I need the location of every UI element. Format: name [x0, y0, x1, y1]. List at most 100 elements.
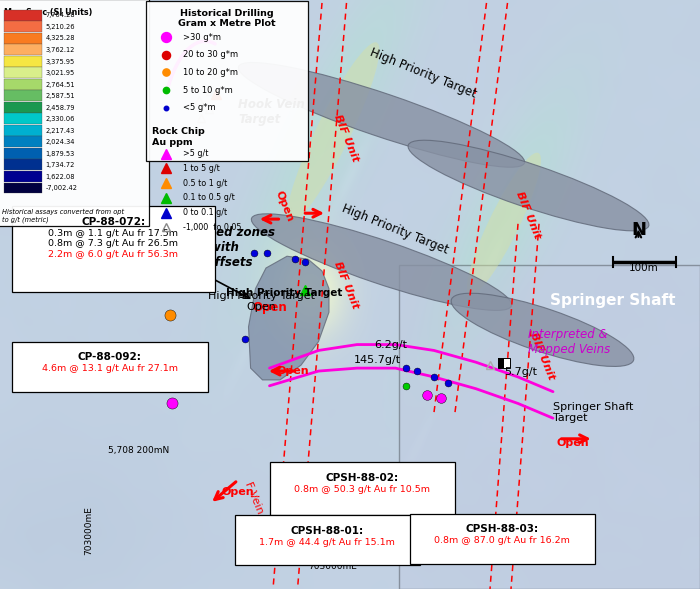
Text: 5,708 200mN: 5,708 200mN [108, 446, 169, 455]
Bar [4, 137, 42, 147]
Text: High Priority Target
Open: High Priority Target Open [208, 291, 314, 312]
Text: 0.3m @ 1.1 g/t Au fr 17.5m: 0.3m @ 1.1 g/t Au fr 17.5m [48, 229, 178, 237]
Text: <5 g*m: <5 g*m [183, 103, 216, 112]
Text: 2,217.43: 2,217.43 [46, 128, 75, 134]
Text: Springer Shaft: Springer Shaft [550, 293, 676, 308]
Bar [4, 21, 42, 32]
Text: CPSH-88-02:: CPSH-88-02: [326, 473, 399, 483]
Bar [4, 183, 42, 193]
Text: Interpreted &
Mapped Veins: Interpreted & Mapped Veins [528, 327, 610, 356]
FancyBboxPatch shape [270, 462, 455, 515]
Ellipse shape [408, 140, 649, 231]
Text: Rock Chip: Rock Chip [152, 127, 204, 136]
Text: BIF Unit: BIF Unit [514, 190, 542, 240]
Text: Open: Open [276, 366, 309, 376]
Bar [498, 358, 510, 368]
Bar [4, 33, 42, 44]
Text: 6.2g/t: 6.2g/t [374, 340, 407, 349]
Text: Demagnetized zones
coincident with
structural offsets: Demagnetized zones coincident with struc… [137, 226, 275, 269]
Text: Open: Open [274, 189, 295, 223]
Text: 703000mE: 703000mE [85, 506, 93, 554]
Text: 145.7g/t: 145.7g/t [354, 356, 400, 365]
Bar [4, 113, 42, 124]
Text: Mag Susc (SI Units): Mag Susc (SI Units) [4, 8, 92, 17]
Text: CPSH-88-03:: CPSH-88-03: [466, 524, 539, 534]
Text: N: N [631, 220, 646, 239]
Text: CPSH-88-01:: CPSH-88-01: [290, 526, 364, 536]
Text: 0 to 0.1 g/t: 0 to 0.1 g/t [183, 208, 228, 217]
Text: 1 to 5 g/t: 1 to 5 g/t [183, 164, 220, 173]
Text: 0.8m @ 50.3 g/t Au fr 10.5m: 0.8m @ 50.3 g/t Au fr 10.5m [294, 485, 430, 494]
Bar [4, 102, 42, 113]
Text: 10 to 20 g*m: 10 to 20 g*m [183, 68, 239, 77]
Text: 3,375.95: 3,375.95 [46, 58, 75, 65]
Text: High Priority Target: High Priority Target [368, 47, 479, 101]
Text: 100m: 100m [629, 263, 659, 273]
Bar [4, 56, 42, 67]
FancyBboxPatch shape [234, 515, 420, 565]
Bar [4, 67, 42, 78]
Text: F Vein Target: F Vein Target [243, 480, 279, 551]
FancyBboxPatch shape [410, 514, 595, 564]
Text: 1,879.53: 1,879.53 [46, 151, 75, 157]
Bar [498, 358, 504, 368]
Ellipse shape [451, 293, 634, 366]
Ellipse shape [287, 42, 379, 223]
Text: Historical Drilling
Gram x Metre Plot: Historical Drilling Gram x Metre Plot [178, 9, 276, 28]
Text: 20 to 30 g*m: 20 to 30 g*m [183, 50, 239, 59]
Text: 0.8m @ 7.3 g/t Au fr 26.5m: 0.8m @ 7.3 g/t Au fr 26.5m [48, 239, 178, 248]
Text: Open: Open [556, 438, 589, 448]
Bar [4, 79, 42, 90]
Text: 2.2m @ 6.0 g/t Au fr 56.3m: 2.2m @ 6.0 g/t Au fr 56.3m [48, 250, 178, 259]
Text: 7,704.28: 7,704.28 [46, 12, 75, 18]
Text: 703000mE: 703000mE [308, 562, 357, 571]
Ellipse shape [251, 214, 512, 310]
Text: 2,458.79: 2,458.79 [46, 105, 75, 111]
Bar [4, 90, 42, 101]
Text: 5.7g/t: 5.7g/t [504, 368, 537, 377]
FancyBboxPatch shape [399, 265, 700, 589]
Bar [504, 358, 510, 368]
Text: BIF Unit: BIF Unit [332, 113, 360, 164]
Text: 2,587.51: 2,587.51 [46, 93, 75, 99]
Text: 3,762.12: 3,762.12 [46, 47, 75, 53]
Bar [4, 125, 42, 136]
Text: Open: Open [222, 487, 254, 497]
Text: 4.6m @ 13.1 g/t Au fr 27.1m: 4.6m @ 13.1 g/t Au fr 27.1m [42, 364, 178, 373]
FancyBboxPatch shape [12, 206, 215, 292]
Text: 3,021.95: 3,021.95 [46, 70, 75, 76]
Text: 2,330.06: 2,330.06 [46, 116, 75, 122]
Text: 1,622.08: 1,622.08 [46, 174, 75, 180]
Text: Open: Open [252, 301, 287, 314]
Polygon shape [248, 256, 329, 380]
Text: High Priority Target: High Priority Target [226, 289, 342, 298]
Text: >30 g*m: >30 g*m [183, 32, 221, 42]
Text: 4,325.28: 4,325.28 [46, 35, 75, 41]
Text: CP-88-092:: CP-88-092: [78, 352, 142, 362]
Ellipse shape [467, 153, 541, 295]
Text: Springer Shaft
Target: Springer Shaft Target [553, 402, 634, 423]
Text: Historical assays converted from opt
to g/t (metric): Historical assays converted from opt to … [2, 209, 124, 223]
Text: 5 to 10 g*m: 5 to 10 g*m [183, 85, 233, 95]
Bar [4, 148, 42, 159]
Bar [4, 171, 42, 182]
Ellipse shape [239, 62, 524, 167]
Bar [4, 44, 42, 55]
Text: >5 g/t: >5 g/t [183, 149, 209, 158]
Text: 0.8m @ 87.0 g/t Au fr 16.2m: 0.8m @ 87.0 g/t Au fr 16.2m [434, 536, 570, 545]
Text: 2,024.34: 2,024.34 [46, 139, 75, 145]
Text: -1,000  to 0.05: -1,000 to 0.05 [183, 223, 242, 232]
FancyBboxPatch shape [12, 342, 208, 392]
Text: -7,002.42: -7,002.42 [46, 186, 78, 191]
Text: Hook Vein
Target: Hook Vein Target [238, 98, 304, 126]
Text: Au ppm: Au ppm [152, 138, 193, 147]
FancyBboxPatch shape [0, 0, 149, 226]
Bar [4, 160, 42, 170]
Bar [4, 9, 42, 21]
FancyBboxPatch shape [146, 1, 308, 161]
Text: 1,734.72: 1,734.72 [46, 162, 75, 168]
Text: 1.7m @ 44.4 g/t Au fr 15.1m: 1.7m @ 44.4 g/t Au fr 15.1m [259, 538, 396, 547]
Text: 0.5 to 1 g/t: 0.5 to 1 g/t [183, 178, 228, 188]
Text: 5,210.26: 5,210.26 [46, 24, 75, 30]
Text: 2,764.51: 2,764.51 [46, 81, 75, 88]
